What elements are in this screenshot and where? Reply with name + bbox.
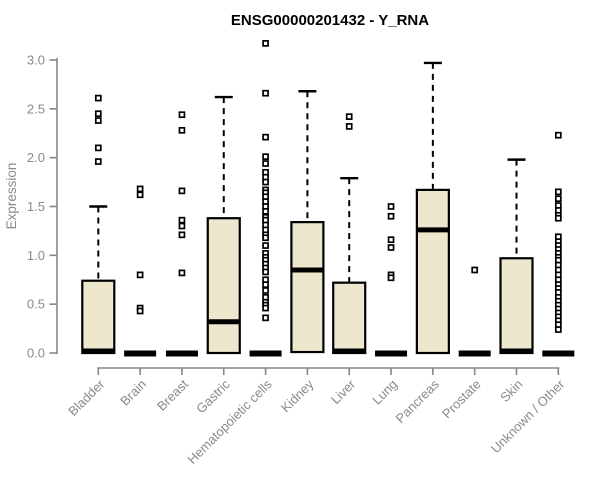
- outlier-point: [387, 236, 395, 244]
- outlier-point: [262, 160, 269, 167]
- flat-box: [249, 350, 282, 357]
- x-tick-label: Bladder: [65, 376, 108, 419]
- outlier-point: [554, 188, 562, 196]
- y-axis-label: Expression: [4, 163, 19, 230]
- x-tick-label: Brain: [117, 377, 149, 409]
- flat-box: [375, 350, 408, 357]
- outlier-point: [178, 126, 186, 134]
- outlier-point: [178, 216, 186, 224]
- outlier-point: [262, 314, 269, 322]
- box-group: [499, 158, 534, 355]
- x-tick-label: Unknown / Other: [488, 376, 568, 456]
- outlier-point: [94, 158, 102, 165]
- flat-box: [165, 350, 198, 357]
- outlier-point: [262, 208, 269, 215]
- outlier-point: [94, 110, 102, 118]
- outlier-point: [554, 326, 562, 333]
- box-group: [206, 95, 241, 355]
- box-rect: [206, 217, 241, 355]
- outlier-point: [94, 117, 102, 124]
- box-rect: [415, 188, 450, 355]
- outlier-point: [387, 244, 395, 251]
- outlier-point: [262, 234, 269, 242]
- box-rect: [290, 221, 325, 354]
- box-group: [542, 131, 575, 357]
- outlier-point: [262, 304, 269, 312]
- outlier-point: [94, 144, 102, 152]
- y-tick-label: 3.0: [27, 52, 45, 67]
- box-group: [249, 40, 282, 357]
- x-tick-label: Skin: [497, 377, 525, 405]
- outlier-point: [178, 231, 186, 239]
- outlier-point: [554, 195, 562, 203]
- box-group: [290, 90, 325, 354]
- box-group: [458, 266, 491, 357]
- x-tick-label: Kidney: [278, 376, 317, 415]
- outlier-point: [387, 203, 395, 210]
- outlier-point: [471, 266, 479, 274]
- outlier-point: [262, 153, 269, 161]
- outlier-point: [178, 187, 186, 195]
- outlier-point: [136, 271, 144, 279]
- chart-title: ENSG00000201432 - Y_RNA: [231, 12, 429, 29]
- flat-box: [124, 350, 157, 357]
- y-tick-label: 2.5: [27, 101, 45, 116]
- box-rect: [499, 257, 534, 355]
- plot-area: [81, 40, 575, 357]
- outlier-point: [262, 242, 269, 249]
- outlier-point: [136, 185, 144, 193]
- outlier-point: [178, 222, 186, 230]
- flat-box: [458, 350, 491, 357]
- outlier-point: [262, 89, 269, 97]
- outlier-point: [94, 94, 102, 102]
- outlier-point: [136, 307, 144, 315]
- outlier-point: [178, 111, 186, 119]
- outlier-point: [262, 281, 269, 288]
- y-tick-label: 1.0: [27, 248, 45, 263]
- outlier-point: [262, 268, 269, 276]
- outlier-point: [554, 214, 562, 222]
- outlier-point: [262, 40, 269, 47]
- x-tick-label: Breast: [154, 376, 191, 413]
- box-group: [375, 203, 408, 357]
- outlier-point: [178, 269, 186, 277]
- box-group: [124, 185, 157, 357]
- box-rect: [332, 281, 367, 355]
- y-tick-label: 1.5: [27, 199, 45, 214]
- box-group: [81, 94, 116, 355]
- outlier-point: [345, 123, 353, 130]
- x-tick-label: Pancreas: [393, 376, 443, 426]
- outlier-point: [554, 131, 562, 139]
- box-rect: [81, 279, 116, 355]
- y-tick-label: 2.0: [27, 150, 45, 165]
- box-group: [415, 61, 450, 355]
- outlier-point: [262, 133, 269, 141]
- x-tick-label: Lung: [369, 377, 400, 408]
- outlier-point: [387, 274, 395, 282]
- outlier-point: [387, 212, 395, 220]
- x-tick-label: Gastric: [193, 376, 233, 416]
- outlier-point: [262, 287, 269, 294]
- outlier-point: [262, 178, 269, 186]
- box-group: [165, 111, 198, 357]
- y-tick-label: 0.0: [27, 346, 45, 361]
- outlier-point: [345, 113, 353, 120]
- outlier-point: [136, 191, 144, 199]
- y-tick-label: 0.5: [27, 297, 45, 312]
- x-tick-label: Prostate: [439, 377, 484, 422]
- x-tick-label: Liver: [328, 376, 359, 407]
- box-group: [332, 113, 367, 355]
- flat-box: [542, 350, 575, 357]
